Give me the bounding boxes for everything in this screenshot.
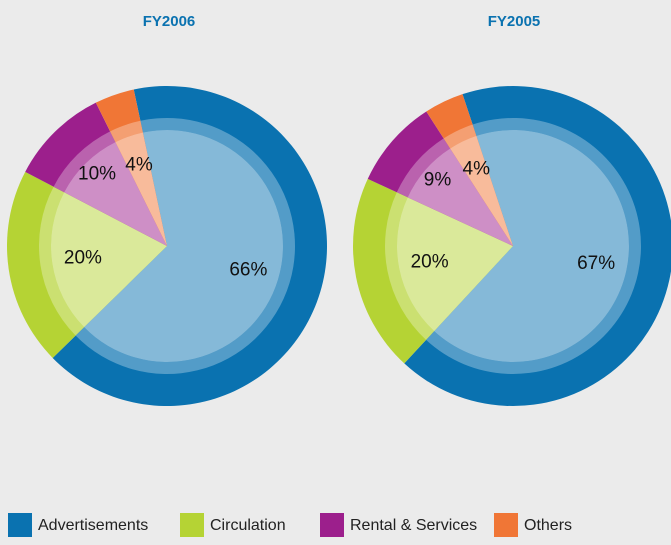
slice-tint — [50, 192, 167, 328]
chart-title: FY2005 — [488, 13, 541, 30]
slice-tint — [64, 142, 167, 246]
legend-label: Circulation — [210, 517, 286, 534]
slice-tint — [396, 197, 513, 332]
value-label: 9% — [424, 169, 452, 190]
legend-swatch — [8, 513, 32, 537]
value-label: 20% — [64, 247, 102, 268]
slice-tint — [115, 132, 167, 246]
legend-swatch — [180, 513, 204, 537]
slice-tint — [450, 135, 513, 246]
legend-label: Others — [524, 517, 572, 534]
value-label: 20% — [411, 252, 449, 273]
value-label: 4% — [125, 155, 153, 176]
slice-tint — [407, 148, 513, 246]
slice-tint — [434, 130, 629, 362]
value-label: 10% — [78, 164, 116, 185]
legend-label: Advertisements — [38, 517, 148, 534]
legend-label: Rental & Services — [350, 517, 477, 534]
legend-swatch — [320, 513, 344, 537]
legend-swatch — [494, 513, 518, 537]
value-label: 66% — [229, 260, 267, 281]
value-label: 67% — [577, 253, 615, 274]
value-label: 4% — [463, 158, 491, 179]
chart-title: FY2006 — [143, 13, 196, 30]
slice-tint — [84, 130, 283, 362]
